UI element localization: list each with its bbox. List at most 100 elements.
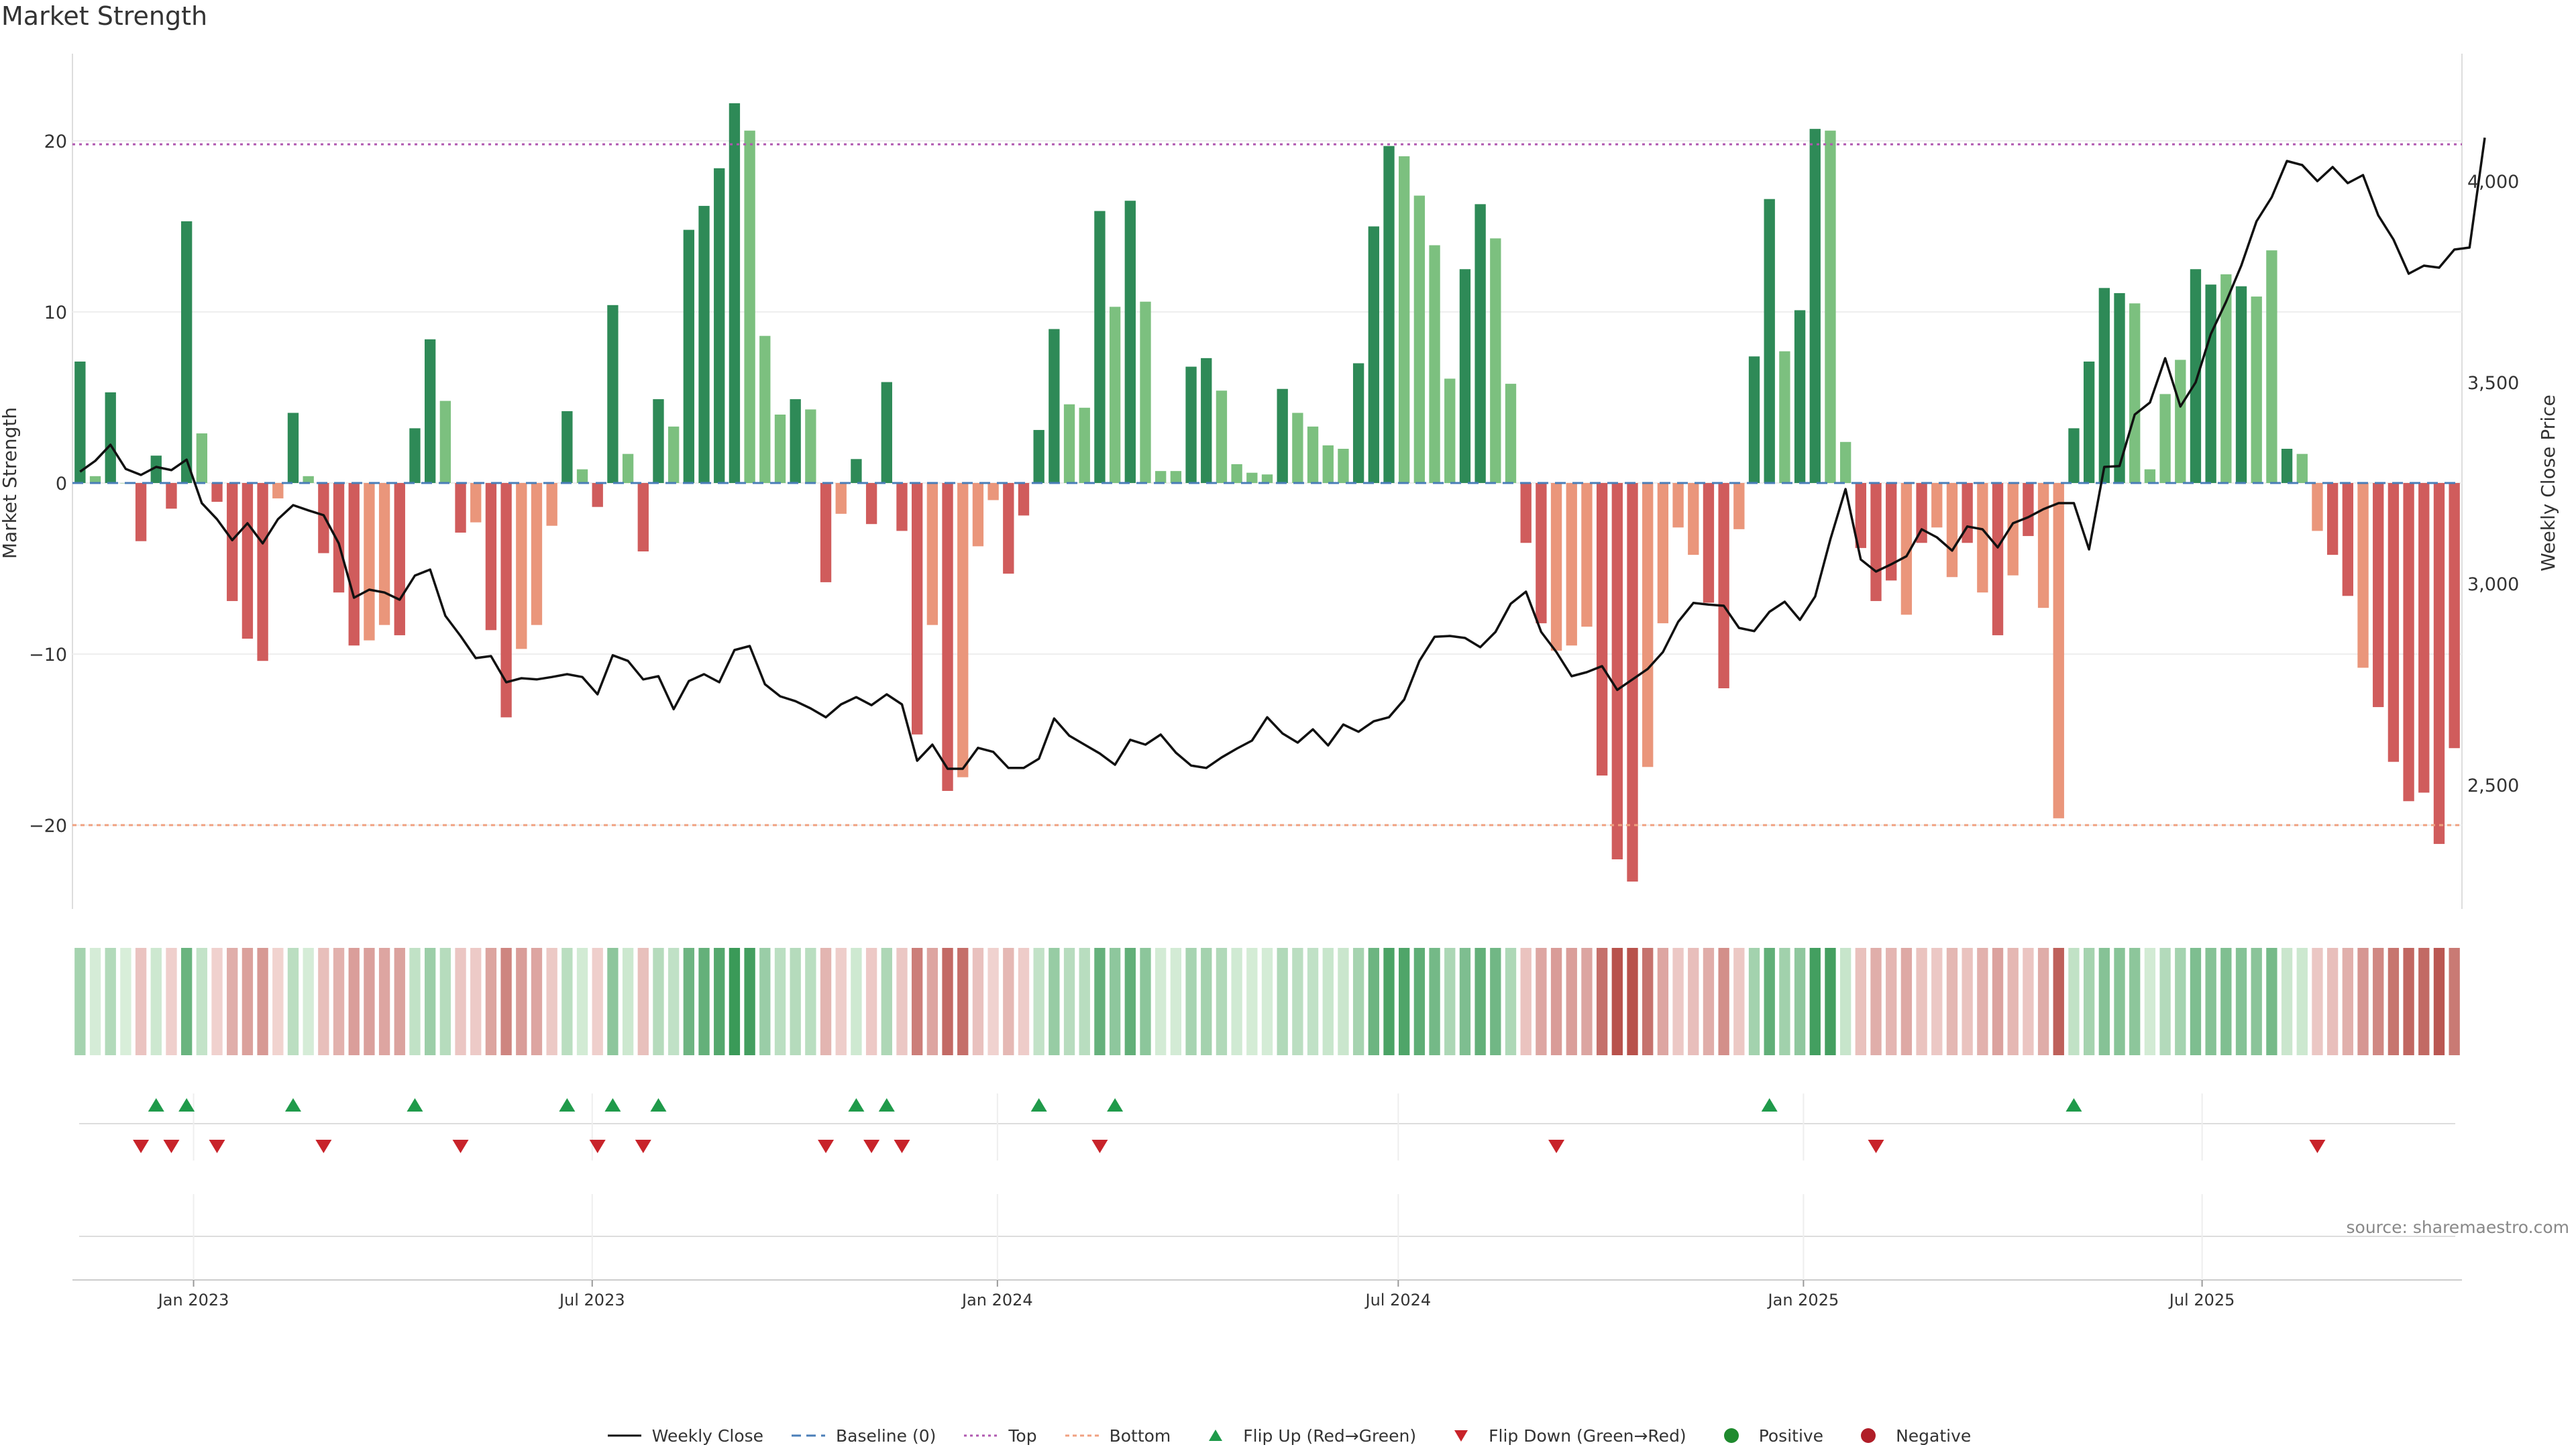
strength-bar bbox=[1825, 130, 1836, 483]
strength-bar bbox=[790, 399, 801, 483]
strength-bar bbox=[2418, 483, 2430, 793]
heat-cell bbox=[1018, 948, 1030, 1055]
strength-bar bbox=[180, 221, 193, 483]
legend-symbol bbox=[1454, 1430, 1468, 1442]
strength-bar bbox=[1900, 483, 1913, 615]
heat-cell bbox=[1352, 948, 1364, 1055]
strength-bar bbox=[1033, 429, 1044, 483]
strength-bar bbox=[881, 382, 892, 483]
heat-cell bbox=[744, 948, 755, 1055]
strength-bar bbox=[607, 305, 619, 483]
heat-cell bbox=[957, 948, 969, 1055]
strength-bar bbox=[2144, 469, 2156, 483]
heat-cell bbox=[120, 948, 131, 1055]
strength-bar bbox=[424, 339, 436, 483]
flip-up-marker bbox=[1761, 1098, 1778, 1112]
heat-cell bbox=[896, 948, 908, 1055]
heat-cell bbox=[790, 948, 801, 1055]
legend-label: Flip Up (Red→Green) bbox=[1243, 1426, 1417, 1446]
heat-cell bbox=[1672, 948, 1684, 1055]
heat-cell bbox=[1900, 948, 1913, 1055]
strength-bar bbox=[820, 483, 832, 582]
flip-down-marker bbox=[163, 1140, 180, 1153]
weekly-close-line bbox=[79, 137, 2486, 770]
legend-symbol bbox=[1209, 1430, 1223, 1441]
strength-bar bbox=[1049, 329, 1060, 483]
legend-item-bottom: Bottom bbox=[1063, 1426, 1171, 1446]
x-tick-label: Jan 2025 bbox=[1767, 1291, 1839, 1309]
heat-cell bbox=[1094, 948, 1106, 1055]
heat-cell bbox=[1277, 948, 1288, 1055]
strength-bar bbox=[470, 483, 482, 523]
strength-bar bbox=[653, 399, 664, 483]
strength-bar bbox=[1505, 384, 1517, 483]
legend: Weekly Close Baseline (0) Top Bottom Flip Up… bbox=[0, 1422, 2576, 1449]
flip-up-marker bbox=[148, 1098, 164, 1112]
strength-bar bbox=[531, 483, 543, 625]
strength-bar bbox=[2083, 361, 2095, 483]
weekly-close-line-group bbox=[79, 137, 2486, 770]
heat-cell bbox=[1627, 948, 1638, 1055]
strength-bar bbox=[364, 483, 375, 641]
strength-bar bbox=[1140, 301, 1151, 483]
strength-bar bbox=[2296, 453, 2308, 483]
heat-cell bbox=[1946, 948, 1958, 1055]
heat-cell bbox=[622, 948, 634, 1055]
strength-bar bbox=[2129, 303, 2141, 483]
strength-bar bbox=[1855, 483, 1866, 548]
y-tick-label: 20 bbox=[44, 131, 67, 152]
heat-cell bbox=[378, 948, 390, 1055]
strength-bar bbox=[1992, 483, 2004, 635]
x-tick-label: Jan 2024 bbox=[961, 1291, 1033, 1309]
heat-cell bbox=[2129, 948, 2141, 1055]
legend-symbol bbox=[607, 1434, 641, 1437]
heat-cell bbox=[835, 948, 847, 1055]
strength-bar bbox=[1566, 483, 1577, 646]
strength-bar bbox=[759, 335, 771, 483]
heat-cell bbox=[653, 948, 664, 1055]
heat-cell bbox=[561, 948, 573, 1055]
strength-bar bbox=[2098, 288, 2110, 483]
strength-bar bbox=[2449, 483, 2460, 749]
strength-bar bbox=[1124, 201, 1136, 483]
strength-bar bbox=[455, 483, 466, 533]
heat-cell bbox=[2418, 948, 2430, 1055]
heat-cell bbox=[105, 948, 116, 1055]
heat-cell bbox=[1550, 948, 1562, 1055]
legend-item-top: Top bbox=[961, 1426, 1037, 1446]
heat-cell bbox=[1581, 948, 1593, 1055]
strength-bar bbox=[2159, 394, 2171, 483]
chart-title: Market Strength bbox=[1, 1, 208, 31]
strength-bar bbox=[2053, 483, 2064, 818]
strength-bar bbox=[714, 168, 725, 484]
strength-bar bbox=[1322, 445, 1334, 483]
legend-label: Top bbox=[1008, 1426, 1037, 1446]
strength-bar bbox=[1307, 426, 1319, 483]
strength-bar bbox=[1490, 238, 1501, 483]
strength-bar bbox=[729, 103, 741, 483]
strength-bar bbox=[668, 426, 680, 483]
heat-cell bbox=[1809, 948, 1821, 1055]
x-tick-label: Jul 2024 bbox=[1364, 1291, 1431, 1309]
strength-bar bbox=[1931, 483, 1943, 528]
strength-bar bbox=[500, 483, 512, 718]
strength-bar bbox=[211, 483, 223, 502]
strength-bar bbox=[378, 483, 390, 625]
strength-bar bbox=[135, 483, 147, 541]
strength-bar bbox=[348, 483, 360, 646]
heat-cell bbox=[2144, 948, 2156, 1055]
legend-label: Weekly Close bbox=[651, 1426, 764, 1446]
strength-bar bbox=[1581, 483, 1593, 627]
strength-bar bbox=[2023, 483, 2034, 537]
legend-label: Positive bbox=[1758, 1426, 1824, 1446]
heat-cell bbox=[303, 948, 314, 1055]
strength-bar bbox=[1201, 358, 1212, 483]
strength-bar bbox=[1474, 204, 1486, 483]
strength-bar bbox=[1657, 483, 1669, 624]
strength-bar bbox=[2281, 449, 2293, 483]
heat-cell bbox=[1992, 948, 2004, 1055]
strength-bar bbox=[1550, 483, 1562, 651]
heat-cell bbox=[714, 948, 725, 1055]
flip-down-marker bbox=[315, 1140, 332, 1153]
strength-bar bbox=[2007, 483, 2019, 576]
